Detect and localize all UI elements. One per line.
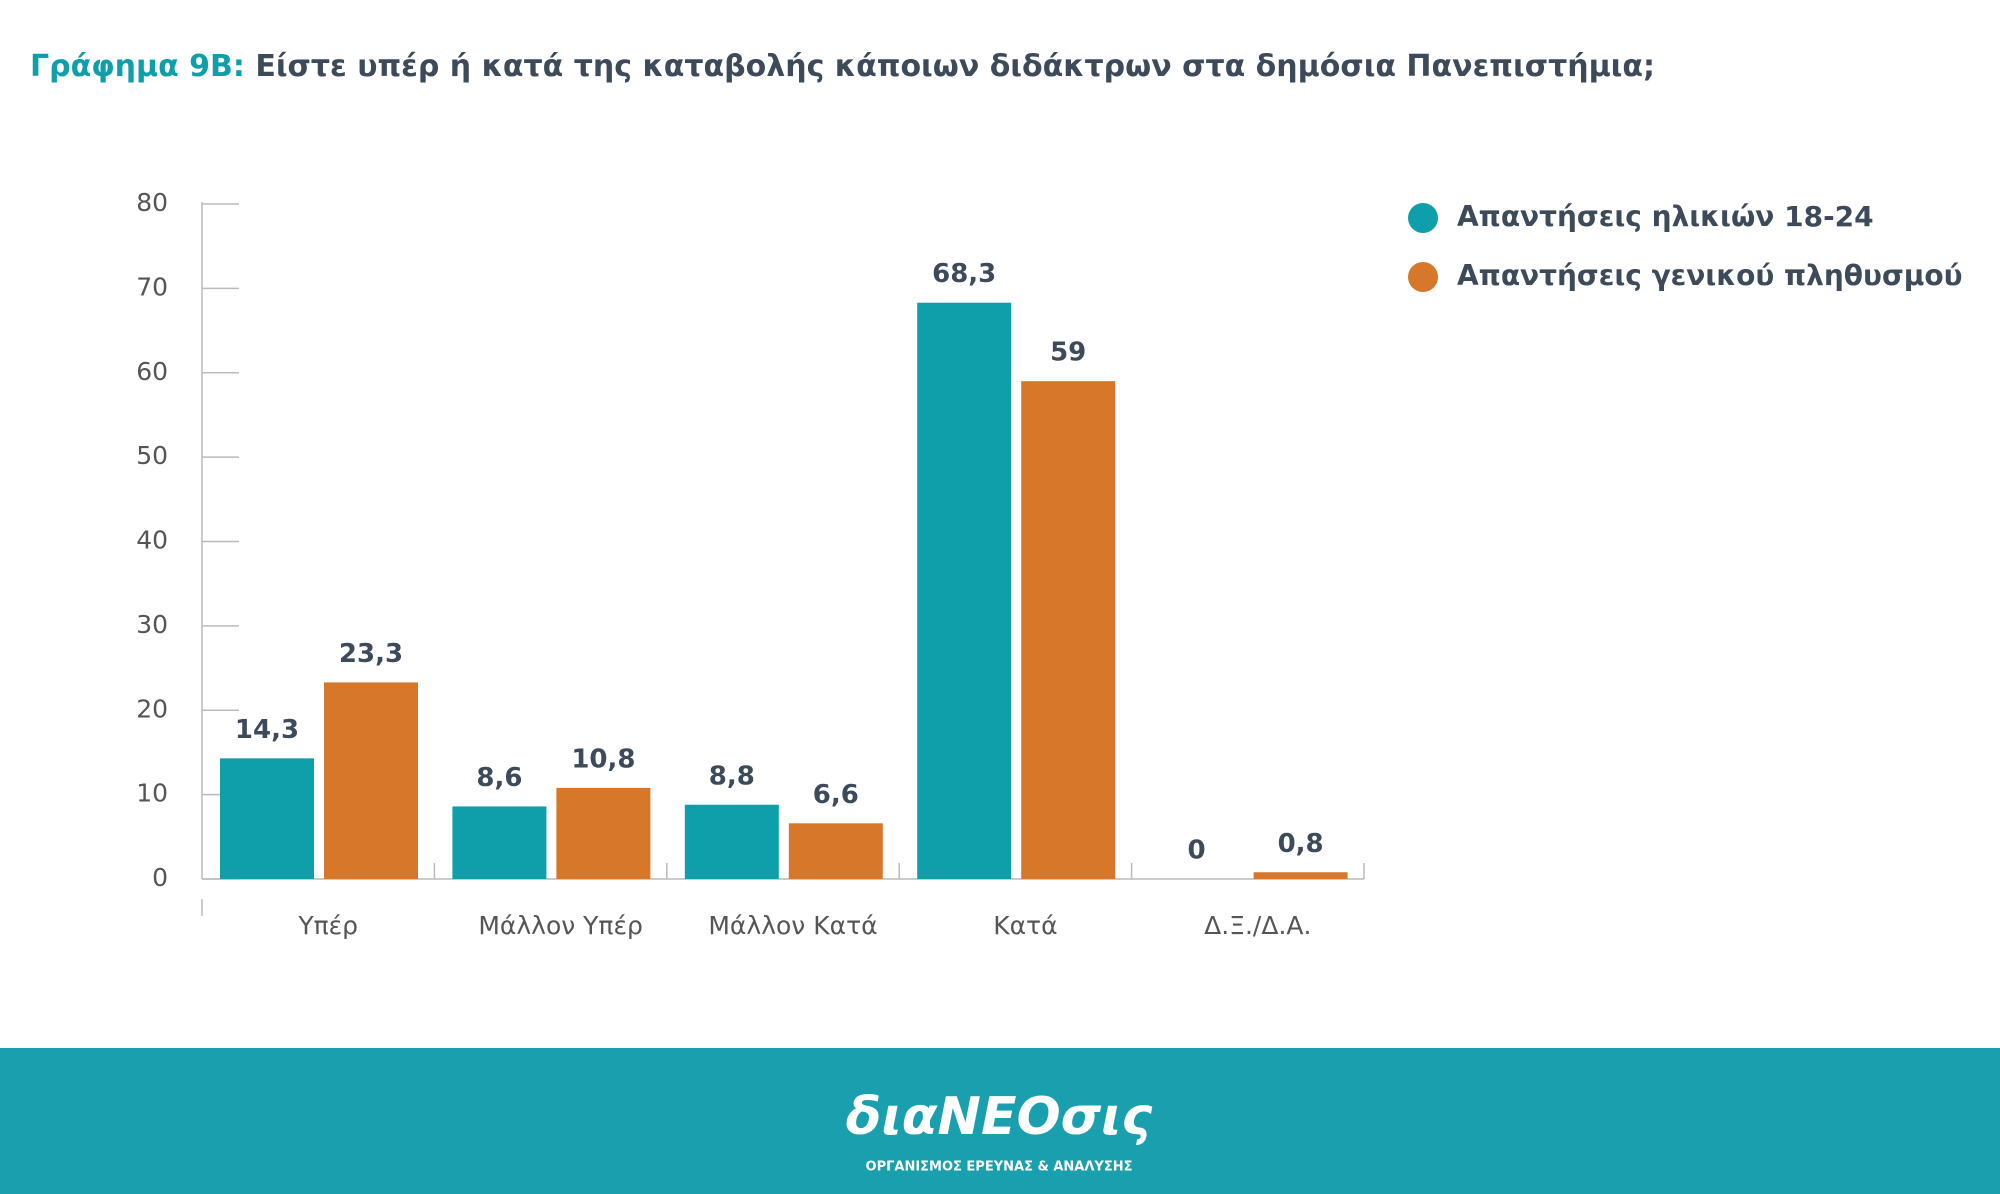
bar — [556, 787, 651, 879]
x-tick-label: Μάλλον Υπέρ — [478, 911, 643, 940]
value-label: 6,6 — [813, 780, 859, 810]
y-tick-label: 40 — [136, 526, 168, 555]
value-label: 10,8 — [571, 744, 635, 774]
y-tick-label: 10 — [136, 779, 168, 808]
value-label: 59 — [1050, 338, 1086, 368]
legend-label: Απαντήσεις ηλικιών 18-24 — [1457, 200, 1874, 233]
x-tick-label: Δ.Ξ./Δ.Α. — [1204, 911, 1311, 940]
value-label: 23,3 — [339, 639, 403, 669]
bar — [1253, 872, 1348, 879]
x-tick-label: Κατά — [993, 911, 1057, 940]
chart-title: Γράφημα 9B: Είστε υπέρ ή κατά της καταβο… — [30, 49, 1655, 84]
bar — [220, 758, 314, 879]
y-tick-label: 80 — [136, 188, 168, 217]
footer-band — [0, 1048, 2000, 1194]
value-label: 14,3 — [235, 715, 299, 745]
bar — [917, 302, 1012, 879]
y-tick-label: 70 — [136, 272, 168, 301]
value-label: 0,8 — [1278, 829, 1324, 859]
legend-label: Απαντήσεις γενικού πληθυσμού — [1457, 259, 1963, 292]
y-tick-label: 50 — [136, 441, 168, 470]
y-tick-label: 30 — [136, 610, 168, 639]
footer-logo: διαNEOσις — [846, 1087, 1153, 1147]
value-label: 8,8 — [709, 761, 755, 791]
y-tick-label: 20 — [136, 694, 168, 723]
bar — [1021, 381, 1116, 879]
footer-tagline: ΟΡΓΑΝΙΣΜΟΣ ΕΡΕΥΝΑΣ & ΑΝΑΛΥΣΗΣ — [866, 1160, 1133, 1175]
legend-swatch — [1408, 262, 1438, 292]
value-label: 8,6 — [476, 763, 522, 793]
title-prefix: Γράφημα 9B: — [30, 49, 245, 84]
y-tick-label: 0 — [152, 863, 168, 892]
bar — [788, 823, 883, 879]
bar — [684, 804, 779, 879]
y-tick-label: 60 — [136, 357, 168, 386]
bar — [324, 682, 418, 879]
bar — [452, 806, 547, 879]
x-tick-label: Μάλλον Κατά — [708, 911, 877, 940]
legend-swatch — [1408, 203, 1438, 233]
x-tick-label: Υπέρ — [297, 911, 358, 940]
value-label: 68,3 — [932, 259, 996, 289]
value-label: 0 — [1188, 836, 1206, 866]
title-text: Είστε υπέρ ή κατά της καταβολής κάποιων … — [255, 49, 1655, 84]
